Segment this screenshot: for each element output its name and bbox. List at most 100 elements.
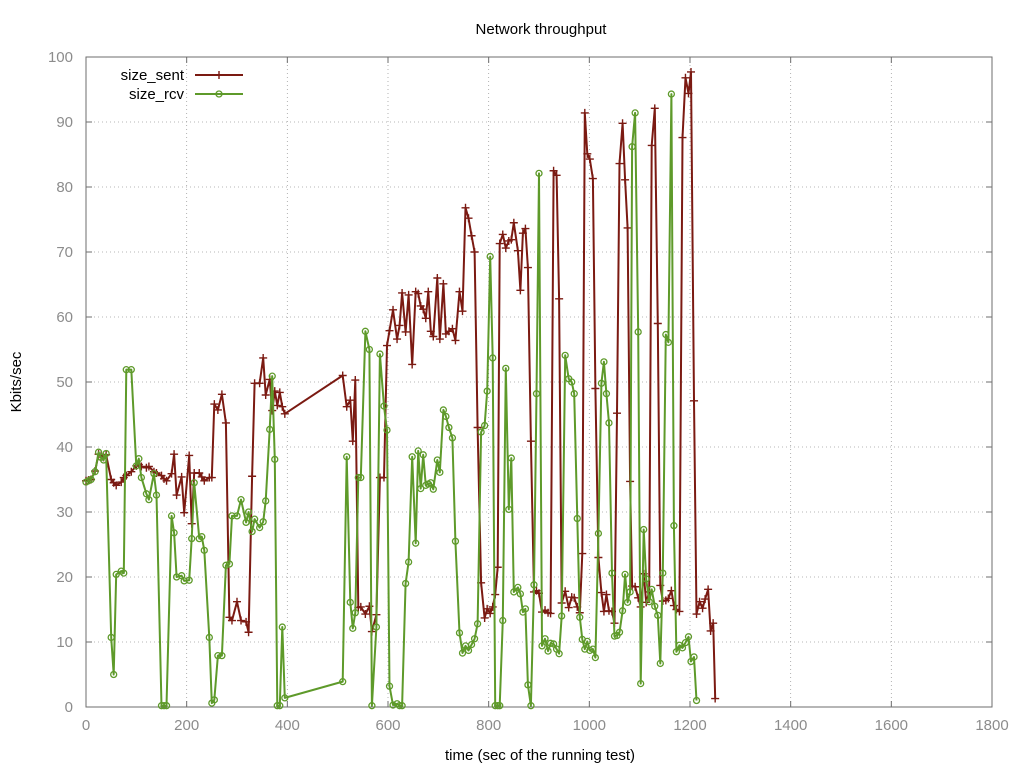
- data-point-size_sent: [618, 119, 627, 128]
- data-point-size_rcv: [626, 588, 634, 596]
- data-point-size_rcv: [433, 456, 441, 464]
- series-layer: [82, 67, 720, 710]
- data-point-size_sent: [711, 694, 720, 703]
- data-point-size_rcv: [615, 628, 624, 636]
- data-point-size_sent: [273, 401, 282, 410]
- data-point-size_sent: [242, 617, 251, 626]
- data-point-size_rcv: [684, 633, 693, 641]
- data-point-size_rcv: [455, 629, 464, 637]
- data-point-size_rcv: [152, 491, 161, 499]
- data-point-size_sent: [623, 223, 632, 232]
- y-ticks: 0 10 20 30 40 50 60 70 80 90 100: [48, 49, 992, 716]
- data-point-size_sent: [570, 593, 579, 602]
- data-point-size_rcv: [510, 588, 518, 596]
- data-point-size_rcv: [651, 602, 659, 610]
- data-point-size_rcv: [589, 645, 597, 653]
- data-point-size_rcv: [237, 495, 245, 504]
- y-tick-label: 90: [56, 114, 73, 131]
- data-point-size_sent: [261, 391, 270, 399]
- data-point-size_rcv: [645, 598, 653, 606]
- y-tick-label: 70: [56, 244, 73, 261]
- data-point-size_sent: [398, 288, 407, 297]
- data-point-size_sent: [513, 246, 522, 255]
- data-point-size_rcv: [414, 447, 422, 455]
- data-point-size_rcv: [568, 378, 576, 386]
- data-point-size_sent: [695, 597, 704, 606]
- data-point-size_rcv: [365, 345, 374, 354]
- data-point-size_sent: [414, 289, 423, 298]
- y-tick-label: 0: [65, 699, 73, 716]
- data-point-size_sent: [172, 491, 181, 500]
- data-point-size_sent: [244, 628, 253, 637]
- data-point-size_rcv: [250, 515, 259, 523]
- data-point-size_sent: [426, 327, 435, 336]
- data-point-size_rcv: [477, 428, 485, 436]
- data-point-size_rcv: [576, 613, 584, 621]
- data-point-size_sent: [435, 335, 444, 344]
- data-point-size_sent: [585, 155, 594, 164]
- data-point-size_rcv: [112, 570, 120, 579]
- data-point-size_rcv: [198, 533, 206, 541]
- data-point-size_sent: [607, 607, 616, 616]
- data-point-size_rcv: [412, 539, 420, 547]
- series-line-size_sent: [85, 71, 717, 699]
- data-point-size_rcv: [581, 645, 589, 653]
- data-point-size_sent: [424, 287, 433, 296]
- data-point-size_sent: [495, 239, 504, 248]
- data-point-size_sent: [419, 305, 428, 314]
- data-point-size_rcv: [527, 702, 535, 710]
- data-point-size_sent: [127, 467, 136, 476]
- data-point-size_rcv: [605, 419, 613, 427]
- data-point-size_rcv: [357, 473, 365, 482]
- data-point-size_sent: [546, 609, 555, 618]
- data-point-size_rcv: [218, 652, 226, 660]
- data-point-size_sent: [356, 602, 365, 611]
- data-point-size_rcv: [262, 497, 270, 505]
- x-tick-label: 0: [82, 717, 90, 734]
- data-point-size_rcv: [670, 522, 678, 530]
- legend-swatch-size-sent: [195, 71, 243, 79]
- data-point-size_rcv: [278, 623, 286, 631]
- data-point-size_sent: [385, 326, 394, 335]
- data-point-size_rcv: [242, 518, 250, 527]
- data-point-size_rcv: [648, 585, 656, 593]
- data-point-size_sent: [389, 305, 398, 314]
- data-point-size_sent: [667, 586, 676, 595]
- data-point-size_sent: [259, 353, 268, 362]
- data-point-size_rcv: [160, 702, 168, 710]
- data-point-size_rcv: [664, 338, 673, 347]
- data-point-size_rcv: [351, 609, 359, 617]
- data-point-size_rcv: [404, 558, 413, 566]
- data-point-size_rcv: [489, 354, 497, 362]
- data-point-size_sent: [480, 613, 489, 622]
- data-point-size_rcv: [273, 702, 281, 710]
- legend-label-size-sent: size_sent: [121, 67, 185, 84]
- data-point-size_rcv: [654, 611, 662, 619]
- data-point-size_sent: [498, 230, 507, 239]
- data-point-size_sent: [516, 286, 525, 295]
- data-point-size_rcv: [87, 475, 95, 484]
- data-point-size_rcv: [594, 529, 603, 538]
- data-point-size_rcv: [491, 702, 499, 710]
- data-point-size_sent: [564, 603, 573, 612]
- data-point-size_rcv: [205, 633, 213, 642]
- data-point-size_sent: [429, 332, 438, 341]
- data-point-size_rcv: [157, 702, 166, 710]
- legend: size_sent size_rcv: [121, 67, 243, 103]
- data-point-size_sent: [185, 451, 194, 460]
- data-point-size_sent: [709, 619, 718, 628]
- data-point-size_sent: [346, 396, 355, 405]
- data-point-size_rcv: [623, 598, 632, 606]
- data-point-size_sent: [678, 133, 687, 142]
- data-point-size_sent: [351, 376, 360, 385]
- data-point-size_sent: [122, 471, 131, 480]
- data-point-size_rcv: [507, 454, 515, 462]
- data-point-size_rcv: [145, 495, 153, 504]
- data-point-size_rcv: [634, 328, 642, 336]
- data-point-size_sent: [509, 218, 518, 227]
- x-ticks: 0 200 400 600 800 1000 1200 1400 1600 1800: [82, 57, 1009, 734]
- data-point-size_rcv: [570, 390, 578, 398]
- chart-title: Network throughput: [476, 21, 608, 38]
- data-point-size_sent: [501, 244, 510, 253]
- data-point-size_rcv: [417, 484, 425, 493]
